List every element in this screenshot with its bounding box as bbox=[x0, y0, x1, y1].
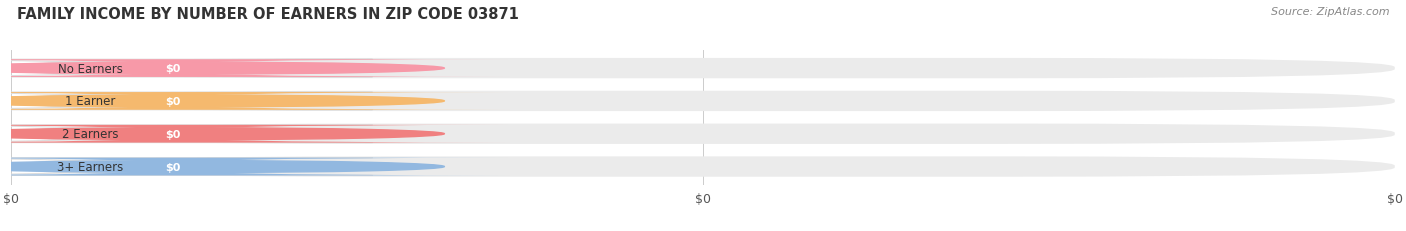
Text: 2 Earners: 2 Earners bbox=[62, 128, 118, 141]
Text: $0: $0 bbox=[166, 97, 181, 106]
FancyBboxPatch shape bbox=[0, 60, 509, 78]
Text: Source: ZipAtlas.com: Source: ZipAtlas.com bbox=[1271, 7, 1389, 17]
Text: $0: $0 bbox=[166, 162, 181, 172]
FancyBboxPatch shape bbox=[0, 125, 373, 143]
Text: 1 Earner: 1 Earner bbox=[65, 95, 115, 108]
FancyBboxPatch shape bbox=[11, 157, 1395, 177]
Circle shape bbox=[0, 63, 444, 75]
FancyBboxPatch shape bbox=[11, 59, 1395, 79]
Text: No Earners: No Earners bbox=[58, 62, 122, 75]
FancyBboxPatch shape bbox=[0, 125, 509, 143]
FancyBboxPatch shape bbox=[11, 91, 1395, 112]
FancyBboxPatch shape bbox=[0, 93, 373, 110]
Circle shape bbox=[0, 128, 444, 140]
Circle shape bbox=[0, 161, 444, 173]
Text: 3+ Earners: 3+ Earners bbox=[58, 160, 124, 173]
FancyBboxPatch shape bbox=[0, 158, 373, 176]
Text: $0: $0 bbox=[166, 129, 181, 139]
Circle shape bbox=[0, 96, 444, 107]
FancyBboxPatch shape bbox=[0, 158, 509, 176]
Text: FAMILY INCOME BY NUMBER OF EARNERS IN ZIP CODE 03871: FAMILY INCOME BY NUMBER OF EARNERS IN ZI… bbox=[17, 7, 519, 22]
FancyBboxPatch shape bbox=[0, 93, 509, 110]
FancyBboxPatch shape bbox=[0, 60, 373, 78]
Text: $0: $0 bbox=[166, 64, 181, 74]
FancyBboxPatch shape bbox=[11, 124, 1395, 144]
